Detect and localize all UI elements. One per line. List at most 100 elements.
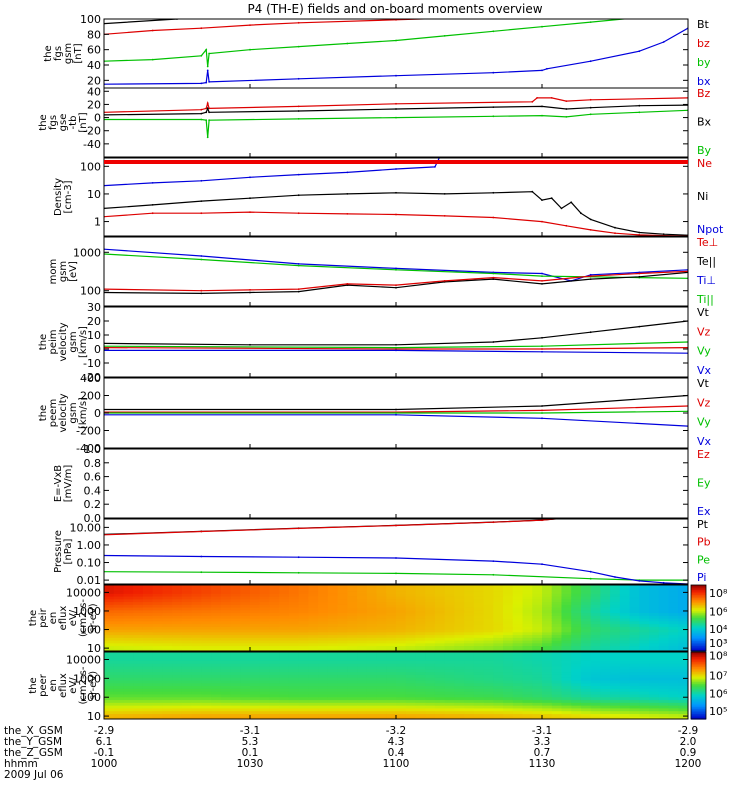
spectrogram-cell (376, 640, 387, 644)
spectrogram-cell (649, 623, 660, 627)
spectrogram-cell (191, 620, 202, 625)
spectrogram-cell (181, 620, 193, 625)
spectrogram-cell (259, 705, 271, 709)
spectrogram-cell (639, 585, 650, 589)
spectrogram-cell (503, 696, 514, 701)
spectrogram-cell (357, 604, 368, 608)
spectrogram-cell (503, 691, 514, 695)
spectrogram-cell (366, 652, 378, 656)
spectrogram-cell (191, 623, 202, 627)
spectrogram-cell (639, 693, 650, 698)
colorbar-segment (691, 682, 706, 685)
spectrogram-cell (658, 682, 670, 687)
spectrogram-cell (493, 654, 504, 659)
spectrogram-cell (230, 587, 241, 592)
data-point (550, 97, 553, 99)
spectrogram-cell (658, 652, 670, 656)
spectrogram-cell (503, 716, 514, 719)
spectrogram-cell (590, 713, 601, 717)
spectrogram-cell (493, 648, 504, 651)
spectrogram-cell (259, 707, 271, 712)
spectrogram-cell (678, 585, 688, 589)
spectrogram-cell (386, 660, 397, 664)
spectrogram-cell (580, 682, 592, 687)
spectrogram-cell (542, 682, 553, 687)
spectrogram-cell (298, 691, 309, 695)
spectrogram-cell (483, 607, 494, 611)
spectrogram-cell (181, 598, 193, 603)
spectrogram-cell (425, 652, 436, 656)
spectrogram-cell (220, 699, 232, 703)
data-point (200, 118, 203, 121)
spectrogram-cell (366, 604, 378, 608)
spectrogram-cell (152, 620, 163, 625)
spectrogram-cell (162, 668, 173, 673)
spectrogram-cell (522, 679, 533, 684)
spectrogram-cell (366, 691, 378, 695)
spectrogram-cell (308, 623, 319, 627)
y-tick-label: 100 (80, 691, 101, 704)
spectrogram-cell (220, 590, 232, 594)
spectrogram-cell (678, 604, 688, 608)
spectrogram-cell (269, 691, 280, 695)
spectrogram-cell (220, 674, 232, 678)
spectrogram-cell (279, 620, 290, 625)
spectrogram-cell (269, 626, 280, 630)
y-axis-label-line: Pressure (53, 530, 64, 573)
y-tick-label: 0.2 (84, 498, 102, 511)
spectrogram-cell (580, 696, 592, 701)
data-point (200, 82, 203, 85)
spectrogram-cell (269, 642, 280, 647)
spectrogram-cell (376, 699, 387, 703)
spectrogram-cell (542, 640, 553, 644)
spectrogram-cell (668, 652, 679, 656)
spectrogram-cell (542, 615, 553, 619)
data-point (541, 105, 543, 108)
spectrogram-cell (133, 691, 144, 695)
spectrogram-cell (298, 618, 309, 622)
spectrogram-cell (191, 691, 202, 695)
spectrogram-cell (542, 679, 553, 684)
spectrogram-cell (512, 674, 524, 678)
series-line-pi (104, 554, 688, 584)
spectrogram-cell (464, 693, 475, 698)
spectrogram-cell (483, 640, 494, 644)
spectrogram-cell (133, 660, 144, 664)
spectrogram-cell (162, 623, 173, 627)
spectrogram-cell (386, 620, 397, 625)
spectrogram-cell (123, 710, 134, 715)
data-point (395, 524, 397, 527)
spectrogram-cell (561, 699, 572, 703)
spectrogram-cell (434, 657, 446, 661)
spectrogram-cell (668, 618, 679, 622)
spectrogram-cell (201, 668, 212, 673)
data-point (565, 108, 568, 110)
spectrogram-cell (162, 652, 173, 656)
spectrogram-cell (152, 688, 163, 692)
spectrogram-cell (561, 615, 572, 619)
spectrogram-cell (542, 663, 553, 667)
spectrogram-cell (123, 609, 134, 614)
spectrogram-cell (522, 612, 533, 616)
spectrogram-cell (610, 640, 621, 644)
spectrogram-cell (551, 648, 563, 651)
y-tick-label: 200 (80, 390, 101, 403)
spectrogram-cell (483, 637, 494, 641)
spectrogram-cell (347, 585, 358, 589)
spectrogram-cell (542, 585, 553, 589)
spectrogram-cell (600, 679, 611, 684)
spectrogram-cell (580, 710, 592, 715)
spectrogram-cell (162, 657, 173, 661)
spectrogram-cell (668, 648, 679, 651)
spectrogram-cell (678, 629, 688, 633)
spectrogram-cell (551, 609, 563, 614)
colorbar-segment (691, 687, 706, 690)
spectrogram-cell (191, 604, 202, 608)
spectrogram-cell (639, 691, 650, 695)
spectrogram-cell (532, 707, 543, 712)
spectrogram-cell (678, 668, 688, 673)
spectrogram-cell (123, 620, 134, 625)
spectrogram-cell (396, 648, 407, 651)
spectrogram-cell (211, 623, 222, 627)
data-point (395, 168, 397, 170)
